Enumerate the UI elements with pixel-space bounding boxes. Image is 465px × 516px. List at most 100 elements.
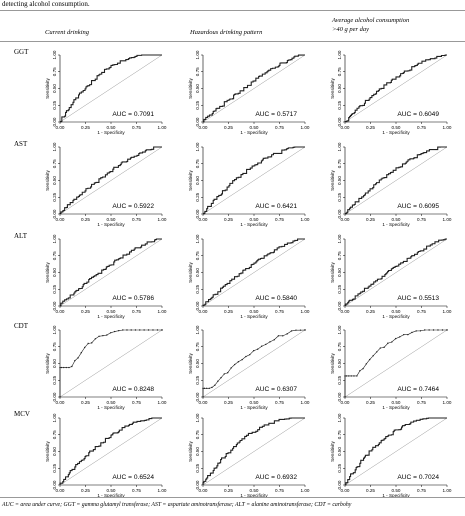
roc-plot-ast-col1: 0.000.00 0.25 0.25 0.50 0.50 0.75 0.75 1.00 1.00… — [45, 142, 167, 227]
roc-point — [304, 329, 306, 331]
y-axis-label: Sensitivity — [188, 261, 193, 282]
y-tick-label: 0.75 — [52, 342, 57, 351]
roc-curve — [344, 238, 447, 306]
column-header-average-consumption: Average alcohol consumption >40 g per da… — [332, 16, 409, 34]
x-tick-label: 0.00 — [341, 217, 350, 222]
y-tick-label: 0.00 — [337, 301, 342, 310]
y-axis-label: Sensitivity — [330, 261, 335, 282]
roc-point — [394, 337, 397, 340]
roc-curve — [60, 54, 162, 123]
x-tick-label: 0.75 — [132, 125, 141, 130]
x-tick-label: 0.75 — [132, 400, 141, 405]
roc-point — [356, 375, 358, 377]
y-tick-label: 0.00 — [195, 392, 200, 401]
row-label-alt: ALT — [14, 232, 27, 240]
roc-point — [118, 329, 120, 332]
x-axis-label: 1 - Specificity — [97, 222, 125, 227]
y-tick-label: 0.25 — [337, 100, 342, 109]
auc-label: AUC = 0.7091 — [112, 111, 154, 118]
y-tick-label: 0.00 — [52, 480, 57, 489]
roc-point — [80, 352, 83, 354]
y-tick-label: 0.75 — [52, 430, 57, 439]
roc-point — [428, 329, 430, 331]
auc-label: AUC = 0.6095 — [397, 203, 439, 210]
x-tick-label: 0.25 — [366, 125, 375, 130]
roc-point — [261, 345, 263, 347]
auc-label: AUC = 0.5840 — [255, 295, 297, 302]
roc-point — [77, 357, 79, 359]
row-label-mcv: MCV — [14, 410, 30, 418]
y-tick-label: 0.50 — [195, 268, 200, 277]
auc-label: AUC = 0.7464 — [397, 386, 439, 393]
x-axis-label: 1 - Specificity — [382, 314, 410, 319]
roc-point — [359, 370, 361, 372]
roc-point — [156, 329, 159, 331]
x-axis-label: 1 - Specificity — [97, 314, 125, 319]
roc-point — [265, 343, 267, 346]
roc-point — [208, 387, 210, 390]
reference-diagonal — [59, 329, 163, 398]
x-tick-label: 0.75 — [417, 217, 426, 222]
x-tick-label: 0.00 — [341, 400, 350, 405]
x-tick-label: 0.75 — [275, 309, 284, 314]
column-header-average-line1: Average alcohol consumption — [332, 17, 410, 24]
roc-curve — [203, 146, 305, 215]
y-tick-label: 1.00 — [337, 50, 342, 59]
x-tick-label: 0.50 — [250, 488, 259, 493]
roc-curve — [345, 417, 447, 486]
x-tick-label: 1.00 — [158, 488, 167, 493]
roc-point — [74, 359, 76, 362]
x-tick-label: 0.75 — [275, 400, 284, 405]
row-label-ast: AST — [14, 140, 28, 148]
x-tick-label: 0.25 — [224, 488, 233, 493]
roc-point — [152, 329, 154, 331]
roc-point — [379, 347, 382, 349]
x-tick-label: 0.75 — [417, 400, 426, 405]
y-tick-label: 0.50 — [52, 176, 57, 185]
y-tick-label: 0.25 — [195, 192, 200, 201]
x-tick-label: 0.25 — [81, 125, 90, 130]
x-tick-label: 0.25 — [224, 125, 233, 130]
x-axis-label: 1 - Specificity — [240, 405, 268, 410]
roc-point — [345, 375, 348, 377]
x-tick-label: 1.00 — [158, 125, 167, 130]
x-axis-label: 1 - Specificity — [240, 222, 268, 227]
y-tick-label: 0.25 — [52, 100, 57, 109]
roc-point — [106, 334, 108, 336]
y-tick-label: 0.00 — [52, 117, 57, 126]
auc-label: AUC = 0.5922 — [112, 203, 154, 210]
roc-curve — [344, 54, 447, 123]
y-tick-label: 1.00 — [195, 50, 200, 59]
top-rule — [0, 10, 465, 11]
roc-point — [424, 329, 426, 331]
y-tick-label: 0.75 — [195, 159, 200, 168]
y-tick-label: 1.00 — [337, 413, 342, 422]
y-tick-label: 0.25 — [337, 284, 342, 293]
x-tick-label: 0.00 — [199, 309, 208, 314]
y-tick-label: 1.00 — [195, 413, 200, 422]
y-tick-label: 0.50 — [52, 359, 57, 368]
y-tick-label: 0.00 — [337, 480, 342, 489]
x-tick-label: 1.00 — [443, 217, 452, 222]
roc-point — [214, 384, 216, 386]
roc-curve — [202, 238, 305, 306]
y-axis-label: Sensitivity — [45, 440, 50, 461]
bottom-rule — [0, 497, 465, 498]
row-label-ggt: GGT — [14, 48, 29, 56]
x-tick-label: 0.25 — [81, 309, 90, 314]
x-tick-label: 0.50 — [250, 125, 259, 130]
roc-plot-ggt-col3: 0.000.00 0.25 0.25 0.50 0.50 0.75 0.75 1.00 1.00… — [330, 50, 452, 135]
x-tick-label: 0.00 — [56, 488, 65, 493]
roc-plot-ggt-col1: 0.000.00 0.25 0.25 0.50 0.50 0.75 0.75 1.00 1.00… — [45, 50, 167, 135]
y-axis-label: Sensitivity — [188, 352, 193, 373]
roc-point — [68, 366, 70, 369]
y-tick-label: 0.25 — [195, 375, 200, 384]
roc-point — [234, 363, 236, 366]
y-tick-label: 1.00 — [52, 325, 57, 334]
roc-point — [206, 387, 208, 390]
roc-point — [299, 329, 302, 331]
roc-point — [230, 367, 232, 369]
roc-plot-ast-col2: 0.000.00 0.25 0.25 0.50 0.50 0.75 0.75 1.00 1.00… — [188, 142, 310, 227]
y-tick-label: 0.50 — [195, 447, 200, 456]
y-tick-label: 0.50 — [337, 268, 342, 277]
